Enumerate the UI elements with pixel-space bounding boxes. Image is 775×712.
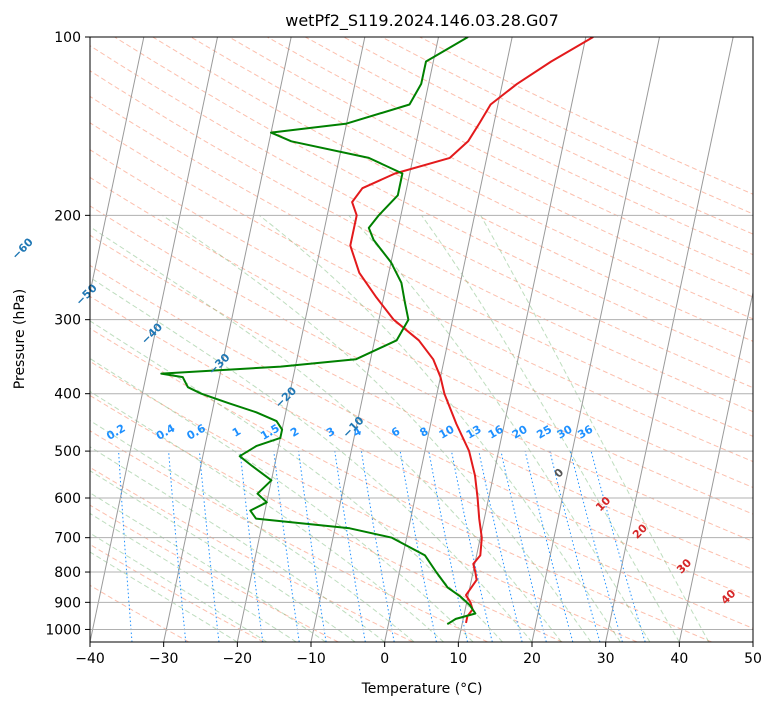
y-tick-label: 600 (54, 491, 81, 507)
x-tick-label: −30 (149, 651, 179, 667)
x-axis-label: Temperature (°C) (361, 681, 483, 697)
y-tick-label: 800 (54, 565, 81, 581)
y-tick-label: 700 (54, 531, 81, 547)
y-tick-label: 1000 (45, 622, 81, 638)
x-tick-label: 0 (380, 651, 389, 667)
x-tick-label: −20 (223, 651, 253, 667)
y-tick-label: 400 (54, 387, 81, 403)
y-axis-label: Pressure (hPa) (12, 289, 28, 389)
chart-title: wetPf2_S119.2024.146.03.28.G07 (285, 11, 559, 31)
x-tick-label: −40 (75, 651, 105, 667)
x-tick-label: 40 (670, 651, 688, 667)
y-tick-label: 100 (54, 30, 81, 46)
x-tick-label: 20 (523, 651, 541, 667)
y-tick-label: 900 (54, 595, 81, 611)
y-tick-label: 200 (54, 208, 81, 224)
y-tick-label: 300 (54, 313, 81, 329)
x-tick-label: 50 (744, 651, 762, 667)
x-tick-label: 10 (449, 651, 467, 667)
x-tick-label: 30 (597, 651, 615, 667)
y-tick-label: 500 (54, 444, 81, 460)
x-tick-label: −10 (296, 651, 326, 667)
